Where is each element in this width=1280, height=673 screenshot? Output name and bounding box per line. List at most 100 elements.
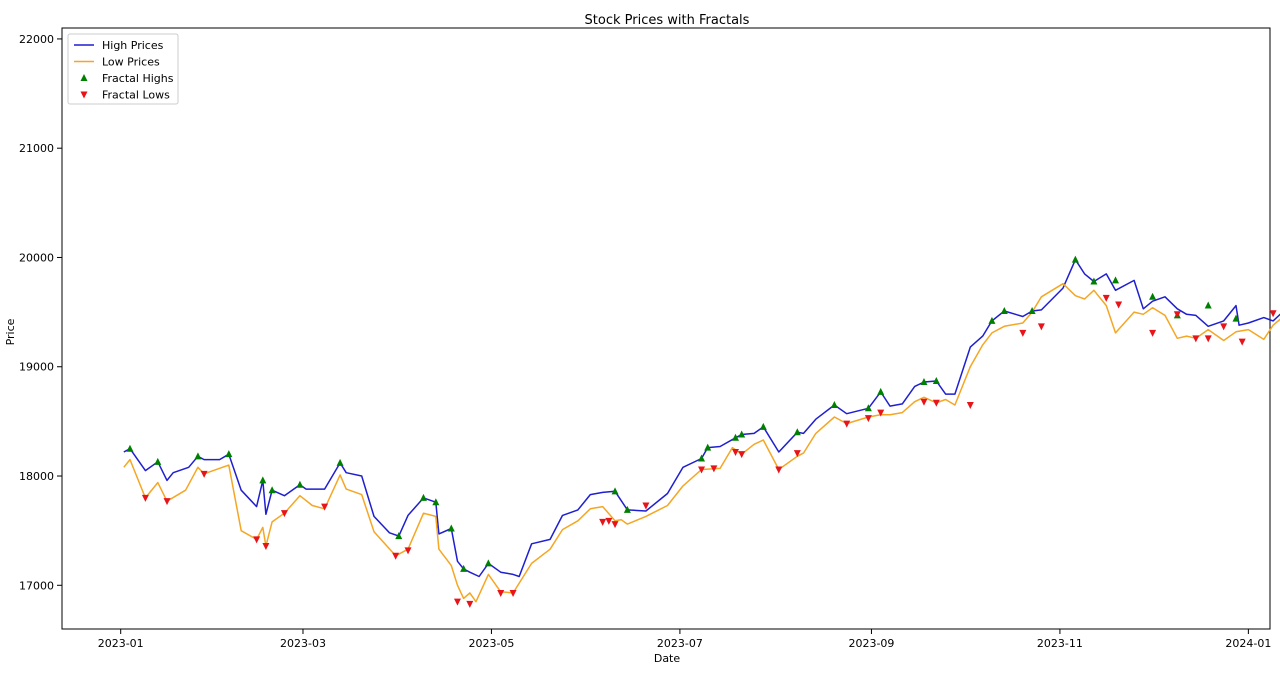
fractal-low-marker — [775, 466, 783, 474]
fractal-high-marker — [1028, 307, 1036, 315]
fractal-low-marker — [1019, 329, 1027, 337]
fractal-high-marker — [268, 486, 276, 494]
fractal-high-marker — [225, 450, 233, 458]
x-tick-label: 2023-05 — [468, 637, 514, 650]
fractal-low-marker — [1102, 294, 1110, 302]
fractal-high-marker — [704, 443, 712, 451]
fractal-high-marker — [126, 444, 134, 452]
fractal-high-marker — [432, 498, 440, 506]
legend-label-fractal-highs: Fractal Highs — [102, 72, 174, 85]
fractal-low-marker — [642, 502, 650, 510]
fractal-high-marker — [611, 487, 619, 495]
fractal-high-marker — [988, 316, 996, 324]
fractal-high-marker — [1204, 301, 1212, 309]
fractal-low-marker — [466, 600, 474, 608]
fractal-high-marker — [1090, 277, 1098, 285]
fractal-high-marker — [623, 505, 631, 513]
fractal-high-marker — [154, 457, 162, 465]
x-tick-label: 2023-07 — [657, 637, 703, 650]
y-tick-label: 19000 — [19, 361, 54, 374]
fractal-low-marker — [509, 589, 517, 597]
fractal-high-marker — [877, 387, 885, 395]
y-tick-label: 18000 — [19, 470, 54, 483]
y-tick-label: 22000 — [19, 33, 54, 46]
fractal-low-marker — [392, 552, 400, 560]
fractal-high-marker — [1112, 276, 1120, 284]
fractal-high-marker — [864, 404, 872, 412]
fractal-high-marker — [738, 430, 746, 438]
fractal-low-marker — [1037, 323, 1045, 331]
fractal-high-marker — [793, 428, 801, 436]
fractal-high-marker — [259, 476, 267, 484]
x-tick-label: 2024-01 — [1225, 637, 1271, 650]
fractal-high-marker — [1071, 255, 1079, 263]
chart-title: Stock Prices with Fractals — [585, 13, 750, 28]
fractal-low-marker — [599, 518, 607, 526]
fractal-high-marker — [932, 376, 940, 384]
fractal-high-marker — [419, 493, 427, 501]
fractal-low-marker — [605, 517, 613, 525]
fractal-low-marker — [710, 465, 718, 473]
legend-swatch-fractal-highs — [80, 74, 88, 81]
fractal-low-marker — [497, 589, 505, 597]
fractal-low-marker — [163, 498, 171, 506]
fractal-high-marker — [698, 454, 706, 462]
fractal-low-marker — [453, 598, 461, 606]
fractal-high-marker — [395, 532, 403, 540]
fractal-low-marker — [738, 451, 746, 459]
fractal-low-marker — [1173, 311, 1181, 319]
x-tick-label: 2023-11 — [1037, 637, 1083, 650]
x-axis-label: Date — [654, 652, 681, 665]
x-tick-label: 2023-09 — [848, 637, 894, 650]
series-layer — [123, 255, 1280, 608]
fractal-low-marker — [1149, 329, 1157, 337]
y-axis: 17000 18000 19000 20000 21000 22000 — [19, 33, 62, 592]
fractal-high-marker — [194, 452, 202, 460]
fractal-low-marker — [262, 542, 270, 550]
fractal-low-marker — [1220, 323, 1228, 331]
fractal-high-marker — [732, 433, 740, 441]
legend-label-fractal-lows: Fractal Lows — [102, 89, 170, 102]
fractal-low-marker — [864, 415, 872, 423]
fractal-low-marker — [1269, 310, 1277, 318]
fractal-low-marker — [1115, 301, 1123, 309]
x-tick-label: 2023-03 — [280, 637, 326, 650]
fractal-high-marker — [920, 378, 928, 386]
series-line-high-prices — [123, 258, 1280, 578]
fractal-high-marker — [460, 564, 468, 572]
fractal-low-marker — [877, 409, 885, 417]
fractal-low-marker — [253, 536, 261, 544]
fractal-low-marker — [843, 420, 851, 428]
fractal-low-marker — [932, 399, 940, 407]
fractal-low-marker — [732, 448, 740, 456]
fractal-low-marker — [920, 398, 928, 406]
fractal-low-marker — [141, 494, 149, 502]
y-tick-label: 17000 — [19, 579, 54, 592]
fractal-high-marker — [830, 400, 838, 408]
fractal-high-marker — [296, 480, 304, 488]
fractal-high-marker — [759, 422, 767, 430]
fractal-high-marker — [484, 559, 492, 567]
fractal-low-marker — [404, 547, 412, 555]
plot-area — [61, 27, 1271, 630]
fractal-low-marker — [793, 450, 801, 458]
legend-label-low-prices: Low Prices — [102, 56, 160, 69]
y-tick-label: 21000 — [19, 142, 54, 155]
fractal-low-marker — [698, 466, 706, 474]
fractal-low-marker — [200, 470, 208, 478]
y-tick-label: 20000 — [19, 251, 54, 264]
y-axis-label: Price — [4, 318, 17, 345]
fractal-low-marker — [611, 521, 619, 529]
legend-box — [67, 33, 179, 105]
fractal-high-marker — [447, 524, 455, 532]
fractal-high-marker — [1149, 292, 1157, 300]
fractal-high-marker — [1232, 314, 1240, 322]
fractal-low-marker — [280, 510, 288, 518]
fractal-high-marker — [336, 458, 344, 466]
fractal-low-marker — [321, 503, 329, 511]
x-tick-label: 2023-01 — [98, 637, 144, 650]
series-line-low-prices — [123, 282, 1280, 603]
x-axis: 2023-01 2023-03 2023-05 2023-07 2023-09 2023-… — [98, 629, 1271, 650]
